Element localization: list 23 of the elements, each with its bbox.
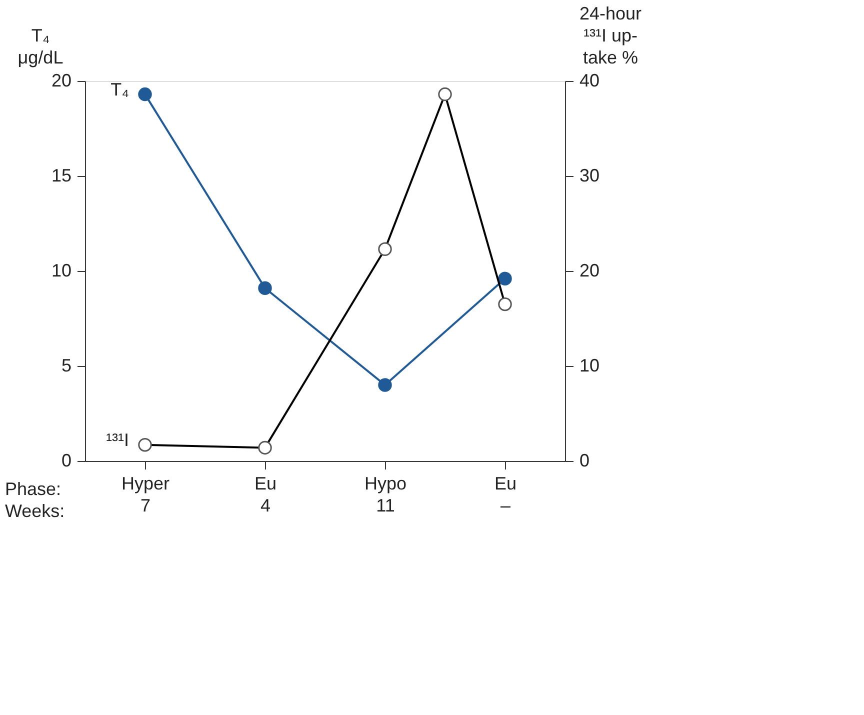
series-label: ¹³¹I — [106, 430, 129, 450]
series-label: T₄ — [110, 79, 129, 100]
y-axis-title: T₄ μg/dL — [18, 26, 64, 68]
x-tick-label: Hyper 7 — [121, 474, 170, 516]
y-tick-label: 15 — [51, 166, 72, 186]
point — [498, 272, 512, 286]
x-tick-label: Hypo 11 — [364, 474, 407, 516]
x-tick-label: Eu – — [494, 474, 517, 516]
y2-tick-label: 30 — [580, 166, 600, 186]
y-tick-label: 10 — [51, 260, 72, 280]
point — [258, 281, 272, 295]
y-tick-label: 20 — [51, 70, 72, 90]
y-tick-label: 5 — [61, 356, 72, 376]
y2-axis-title: 24-hour ¹³¹I up- take % — [579, 4, 642, 68]
text: Phase: Weeks: — [5, 479, 65, 521]
y2-tick-label: 40 — [580, 70, 600, 90]
y2-tick-label: 0 — [580, 450, 590, 470]
y2-tick-label: 20 — [580, 260, 600, 280]
point — [378, 378, 392, 392]
point — [138, 87, 152, 102]
y2-tick-label: 10 — [580, 356, 600, 376]
y-tick-label: 0 — [61, 450, 72, 470]
x-tick-label: Eu 4 — [254, 474, 277, 516]
